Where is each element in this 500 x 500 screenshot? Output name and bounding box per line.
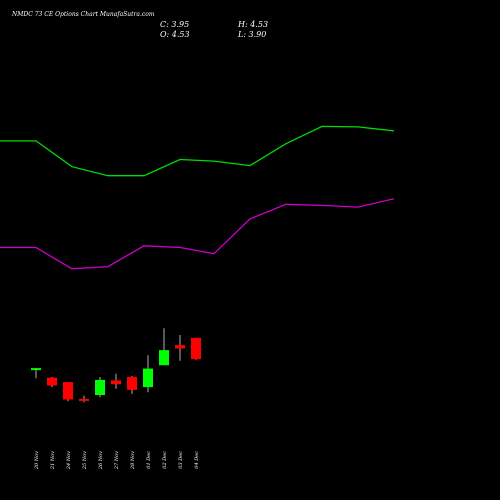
candle-body	[143, 368, 153, 388]
candle-body	[191, 337, 201, 360]
indicator-lines	[0, 125, 395, 270]
high-label: H: 4.53	[237, 20, 268, 29]
candle-body	[175, 345, 185, 349]
x-tick-label: 25 Nov	[82, 451, 88, 470]
candle-body	[127, 377, 137, 390]
x-tick-label: 28 Nov	[130, 451, 136, 470]
x-tick-label: 03 Dec	[178, 451, 184, 469]
x-tick-label: 01 Dec	[146, 451, 152, 469]
open-label: O: 4.53	[160, 30, 190, 39]
x-tick-label: 21 Nov	[50, 451, 56, 470]
close-label: C: 3.95	[160, 20, 189, 29]
candle-body	[47, 377, 57, 386]
candle-body	[95, 379, 105, 395]
chart-title: NMDC 73 CE Options Chart MunafaSutra.com	[11, 11, 155, 18]
candle-body	[159, 350, 169, 366]
candle-body	[111, 380, 121, 385]
upper-band-line	[0, 125, 395, 177]
candle-body	[31, 368, 41, 371]
low-label: L: 3.90	[237, 30, 266, 39]
x-tick-label: 24 Nov	[66, 451, 72, 470]
x-tick-label: 26 Nov	[98, 451, 104, 470]
x-tick-label: 27 Nov	[114, 451, 120, 470]
lower-band-line	[0, 198, 395, 270]
candle-body	[79, 398, 89, 401]
x-axis-ticks: 20 Nov 21 Nov 24 Nov 25 Nov 26 Nov 27 Nov 28 N…	[34, 451, 200, 470]
x-tick-label: 04 Dec	[194, 451, 200, 469]
candle-body	[63, 382, 73, 400]
x-tick-label: 02 Dec	[162, 451, 168, 469]
x-tick-label: 20 Nov	[34, 451, 40, 470]
candles	[31, 328, 201, 403]
